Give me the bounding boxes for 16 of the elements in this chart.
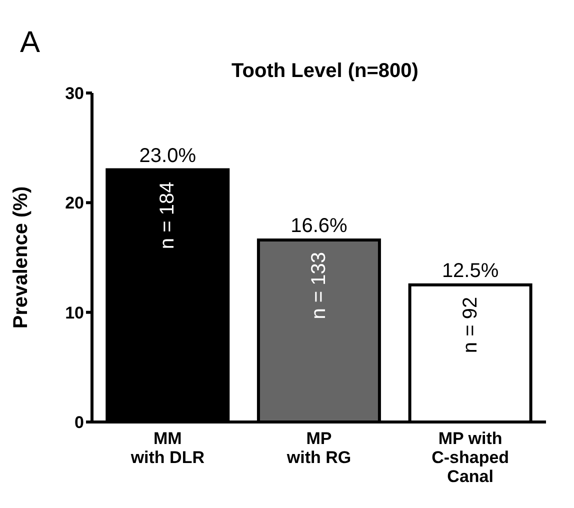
y-tick-label: 20 [65,194,84,213]
x-tick-label: MP with C-shaped Canal [432,429,510,486]
data-label: 16.6% [290,214,348,237]
y-axis-title: Prevalence (%) [10,186,32,329]
x-tick-label: MM with DLR [130,429,204,467]
y-tick-label: 10 [65,303,84,322]
annotation: n = 133 [308,252,330,320]
data-label: 23.0% [139,144,196,167]
data-label: 12.5% [442,260,499,282]
x-tick-label: MP with RG [286,429,352,467]
annotation: n = 184 [156,182,179,250]
y-tick-label: 30 [65,84,84,104]
text: A [20,26,40,60]
annotation: n = 92 [459,296,482,354]
chart-title: Tooth Level (n=800) [230,60,420,83]
y-tick-label: 0 [74,413,84,432]
